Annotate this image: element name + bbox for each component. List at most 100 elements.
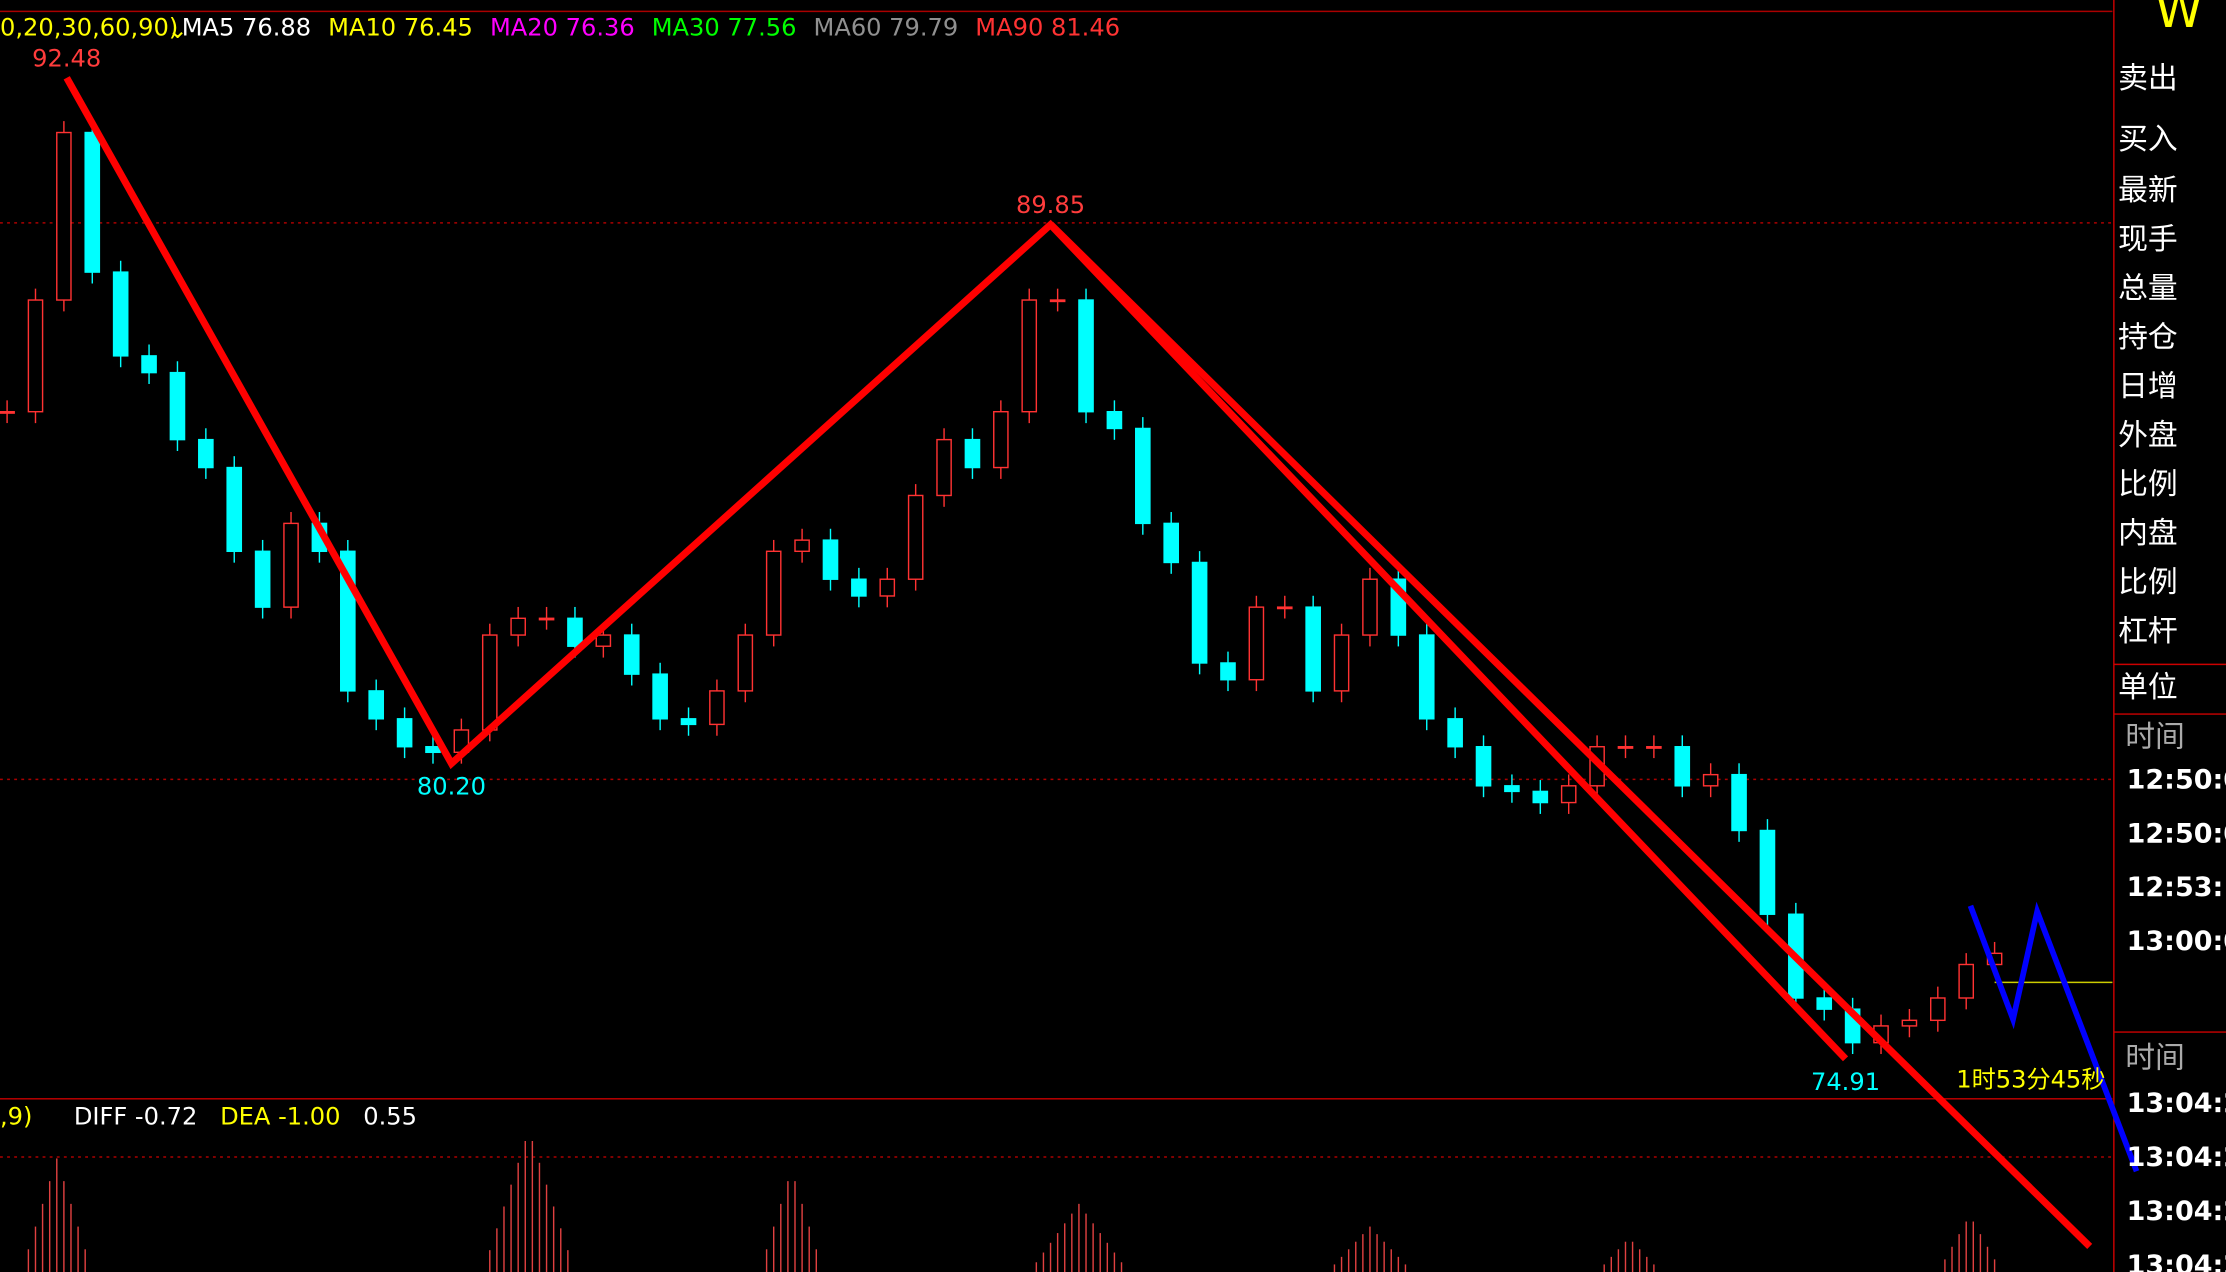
candle-body xyxy=(765,550,782,636)
candle-body xyxy=(1021,299,1038,413)
candle-body xyxy=(538,617,555,621)
candle-body xyxy=(141,355,157,374)
ma-label: MA90 81.46 xyxy=(975,13,1120,41)
dropdown: ⌄ xyxy=(168,16,188,44)
pivot-label: 74.91 xyxy=(1811,1068,1880,1096)
candle-body xyxy=(1702,773,1719,787)
time-cell: 13:04:2 xyxy=(2127,1088,2226,1119)
candle-body xyxy=(1135,427,1151,525)
macd-label: DIFF -0.72 xyxy=(74,1102,198,1130)
macd-label: 0.55 xyxy=(363,1102,417,1130)
ma-label: MA20 76.36 xyxy=(490,13,635,41)
panel-label: 最新 xyxy=(2118,173,2178,208)
candle-body xyxy=(510,617,526,636)
candle-body xyxy=(567,617,583,647)
candle-body xyxy=(1646,746,1662,749)
candle-body xyxy=(879,578,896,597)
panel-label: 日增 xyxy=(2118,369,2178,404)
panel-label: 比例 xyxy=(2118,565,2178,600)
candle-body xyxy=(112,271,129,357)
time-cell: 13:04:2 xyxy=(2127,1250,2226,1272)
panel-label: 总量 xyxy=(2118,271,2178,306)
candle-body xyxy=(1617,746,1634,749)
panel-label: 外盘 xyxy=(2118,418,2178,453)
candle-body xyxy=(1958,963,1975,999)
candle-body xyxy=(822,539,839,580)
candle-body xyxy=(1078,299,1094,413)
candle-body xyxy=(1305,606,1321,692)
ma-label: MA30 77.56 xyxy=(652,13,797,41)
macd-params: ,9) xyxy=(0,1102,32,1130)
candle-body xyxy=(737,634,754,692)
pivot-label: 89.85 xyxy=(1016,191,1085,219)
candle-body xyxy=(1816,997,1833,1010)
panel-label: 持仓 xyxy=(2118,320,2178,355)
forecast-line xyxy=(1967,901,2140,1173)
panel-label: 内盘 xyxy=(2118,516,2178,551)
candle-body xyxy=(1362,578,1378,636)
candle-body xyxy=(1049,299,1066,303)
candle-body xyxy=(1333,634,1350,692)
candle-body xyxy=(1106,410,1123,430)
candle-body xyxy=(396,718,413,748)
panel-label: 卖出 xyxy=(2118,61,2178,96)
candle-body xyxy=(907,494,924,580)
candle-body xyxy=(1532,790,1549,804)
candle-body xyxy=(283,522,299,608)
candle-body xyxy=(1674,746,1691,787)
ma-params: 0,20,30,60,90) xyxy=(0,13,178,41)
candle-body xyxy=(1930,997,1946,1022)
candle-body xyxy=(1276,606,1293,610)
candles xyxy=(0,121,2003,1055)
time-header: 时间 xyxy=(2125,720,2185,755)
candle-body xyxy=(680,718,697,726)
candle-body xyxy=(254,550,271,608)
candle-body xyxy=(0,410,15,414)
time-header: 时间 xyxy=(2125,1041,2185,1076)
macd-histogram xyxy=(27,1140,1996,1272)
time-cell: 13:00:0 xyxy=(2127,926,2226,957)
candle-body xyxy=(993,410,1009,469)
candle-body xyxy=(1418,634,1435,720)
time-cell: 12:53:1 xyxy=(2127,872,2226,903)
candle-body xyxy=(1901,1019,1918,1027)
time-cell: 12:50:0 xyxy=(2127,818,2226,849)
macd-label: DEA -1.00 xyxy=(220,1102,340,1130)
candle-body xyxy=(226,466,243,553)
trend-line xyxy=(1048,221,2093,1249)
timer: 1时53分45秒 xyxy=(1956,1065,2105,1093)
candle-body xyxy=(1560,785,1577,804)
candle-body xyxy=(936,438,952,497)
candle-body xyxy=(851,578,867,597)
candle-body xyxy=(1248,606,1265,681)
candle-body xyxy=(964,438,981,469)
candle-body xyxy=(169,371,186,441)
time-cell: 13:04:2 xyxy=(2127,1196,2226,1227)
candle-body xyxy=(56,131,72,301)
candle-body xyxy=(709,690,725,726)
candle-body xyxy=(1220,662,1236,681)
candle-body xyxy=(198,438,214,469)
candle-body xyxy=(84,131,101,273)
ma-label: MA10 76.45 xyxy=(328,13,473,41)
candle-body xyxy=(425,746,441,754)
pivot-label: 92.48 xyxy=(32,44,101,72)
ma-label: MA60 79.79 xyxy=(814,13,959,41)
pivot-label: 80.20 xyxy=(417,773,486,801)
candle-body xyxy=(623,634,640,675)
candle-body xyxy=(1731,773,1747,832)
candle-body xyxy=(595,634,612,647)
candle-body xyxy=(1504,785,1520,793)
panel-label: 买入 xyxy=(2118,122,2178,157)
logo: W xyxy=(2155,0,2203,39)
candle-body xyxy=(368,690,385,720)
panel-label: 杠杆 xyxy=(2118,614,2178,649)
candle-body xyxy=(1163,522,1180,564)
panel-label: 单位 xyxy=(2118,670,2178,705)
candle-body xyxy=(1475,746,1492,787)
candle-body xyxy=(1191,561,1208,664)
candle-body xyxy=(794,539,810,553)
